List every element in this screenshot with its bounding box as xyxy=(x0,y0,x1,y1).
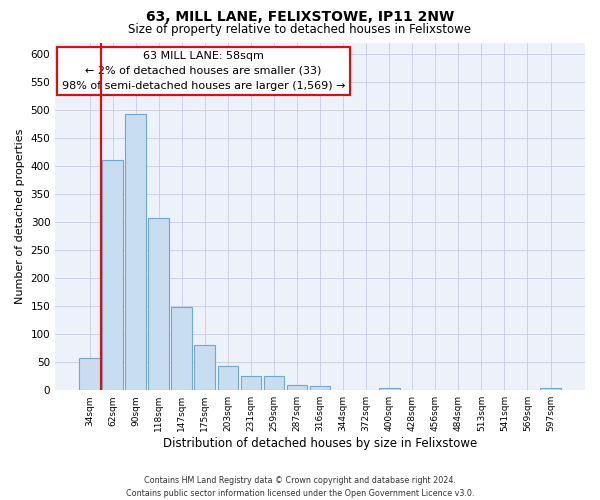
X-axis label: Distribution of detached houses by size in Felixstowe: Distribution of detached houses by size … xyxy=(163,437,477,450)
Bar xyxy=(287,384,307,390)
Bar xyxy=(379,388,400,390)
Text: Size of property relative to detached houses in Felixstowe: Size of property relative to detached ho… xyxy=(128,22,472,36)
Text: Contains HM Land Registry data © Crown copyright and database right 2024.
Contai: Contains HM Land Registry data © Crown c… xyxy=(126,476,474,498)
Text: 63, MILL LANE, FELIXSTOWE, IP11 2NW: 63, MILL LANE, FELIXSTOWE, IP11 2NW xyxy=(146,10,454,24)
Bar xyxy=(148,218,169,390)
Bar xyxy=(79,358,100,390)
Bar xyxy=(125,114,146,390)
Bar xyxy=(540,388,561,390)
Bar xyxy=(241,376,262,390)
Bar xyxy=(102,160,123,390)
Y-axis label: Number of detached properties: Number of detached properties xyxy=(15,128,25,304)
Bar xyxy=(218,366,238,390)
Bar xyxy=(263,376,284,390)
Bar xyxy=(310,386,331,390)
Bar xyxy=(194,345,215,390)
Text: 63 MILL LANE: 58sqm
← 2% of detached houses are smaller (33)
98% of semi-detache: 63 MILL LANE: 58sqm ← 2% of detached hou… xyxy=(62,51,345,91)
Bar xyxy=(172,306,192,390)
